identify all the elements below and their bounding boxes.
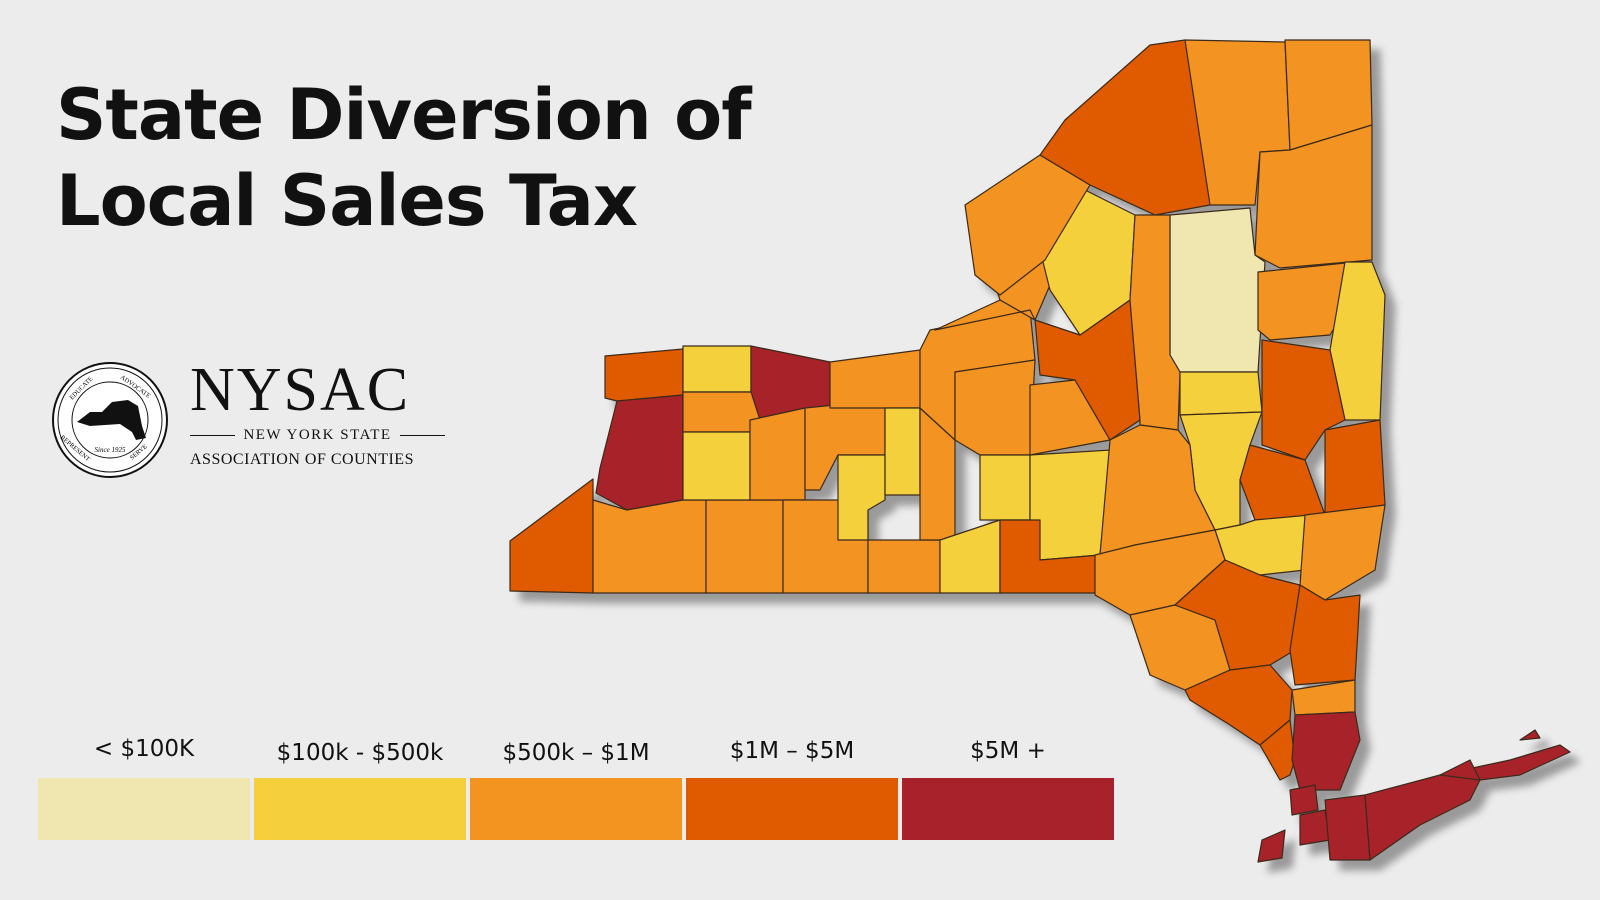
logo-subtitle: NEW YORK STATE [190, 427, 445, 444]
county [1439, 759, 1481, 781]
county [1259, 719, 1296, 781]
legend-item: $5M + [902, 730, 1114, 860]
legend-item: $500k – $1M [470, 730, 682, 860]
logo-name: NYSAC [190, 356, 411, 424]
county [1291, 711, 1361, 791]
legend-label: $5M + [970, 738, 1046, 764]
title-line-2: Local Sales Tax [56, 160, 638, 242]
nysac-logo: Since 1925 EDUCATE ADVOCATE REPRESENT SE… [50, 355, 470, 485]
county [749, 407, 806, 501]
county [595, 394, 684, 511]
county [682, 345, 752, 393]
county [1179, 371, 1263, 416]
county [934, 299, 1036, 331]
county [1324, 794, 1371, 861]
logo-org: ASSOCIATION OF COUNTIES [190, 451, 414, 468]
county [682, 431, 751, 501]
county [1169, 207, 1266, 373]
county [979, 454, 1031, 521]
county [1289, 784, 1319, 816]
county [1239, 444, 1326, 521]
county [1324, 419, 1386, 516]
county [1299, 809, 1331, 846]
county [1519, 729, 1541, 741]
legend-item: < $100K [38, 730, 250, 860]
seal-center-text: Since 1925 [95, 446, 126, 454]
county [592, 499, 707, 594]
legend-label: < $100K [93, 736, 195, 762]
county [509, 478, 594, 594]
county [884, 407, 921, 496]
county [867, 539, 941, 594]
county [682, 391, 761, 433]
county [1029, 449, 1111, 561]
county [705, 499, 784, 594]
page-title: State Diversion of Local Sales Tax [56, 72, 752, 244]
legend-swatch [254, 778, 466, 840]
county [829, 349, 921, 409]
county [1291, 679, 1356, 716]
legend-item: $1M – $5M [686, 730, 898, 860]
legend-label: $100k - $500k [276, 740, 444, 766]
county [1289, 584, 1361, 686]
county [1299, 504, 1386, 601]
logo-subtitle-text: NEW YORK STATE [243, 427, 392, 443]
legend-swatch [470, 778, 682, 840]
county [1364, 744, 1571, 861]
legend-swatch [686, 778, 898, 840]
legend-item: $100k - $500k [254, 730, 466, 860]
county [837, 454, 886, 541]
county [604, 348, 684, 402]
legend-swatch [38, 778, 250, 840]
legend-label: $1M – $5M [729, 738, 855, 764]
county-layer [509, 39, 1571, 863]
legend-swatch [902, 778, 1114, 840]
legend: < $100K $100k - $500k $500k – $1M $1M – … [38, 730, 1118, 860]
county [1257, 829, 1286, 863]
county [954, 359, 1036, 456]
legend-label: $500k – $1M [502, 740, 650, 766]
title-line-1: State Diversion of [56, 74, 752, 156]
nysac-seal-icon: Since 1925 EDUCATE ADVOCATE REPRESENT SE… [52, 362, 168, 478]
